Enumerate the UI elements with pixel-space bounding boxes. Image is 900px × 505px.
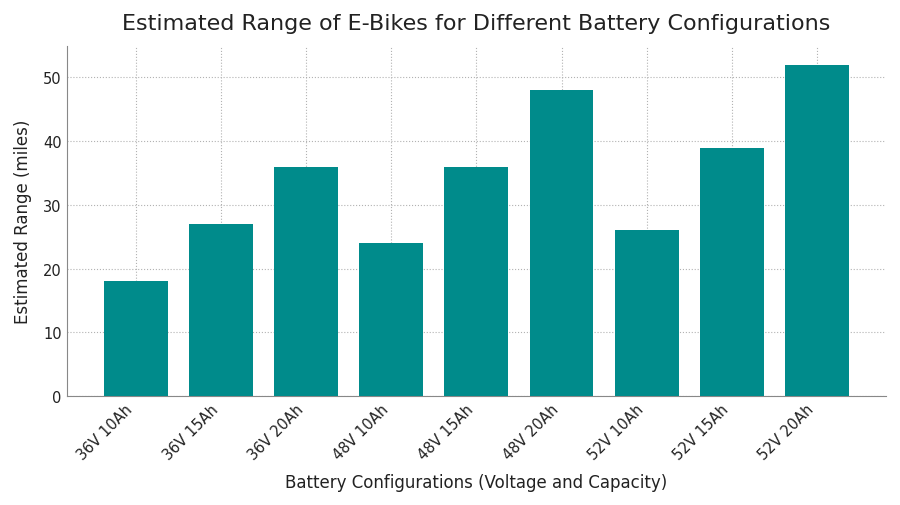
Y-axis label: Estimated Range (miles): Estimated Range (miles) — [14, 119, 32, 323]
Bar — [104, 282, 167, 396]
Bar — [359, 243, 423, 396]
Bar — [274, 167, 338, 396]
Bar — [189, 225, 253, 396]
Bar — [700, 148, 764, 396]
Bar — [529, 91, 593, 396]
Title: Estimated Range of E-Bikes for Different Battery Configurations: Estimated Range of E-Bikes for Different… — [122, 14, 831, 34]
Bar — [785, 66, 849, 396]
Bar — [615, 231, 679, 396]
X-axis label: Battery Configurations (Voltage and Capacity): Battery Configurations (Voltage and Capa… — [285, 473, 668, 491]
Bar — [445, 167, 508, 396]
